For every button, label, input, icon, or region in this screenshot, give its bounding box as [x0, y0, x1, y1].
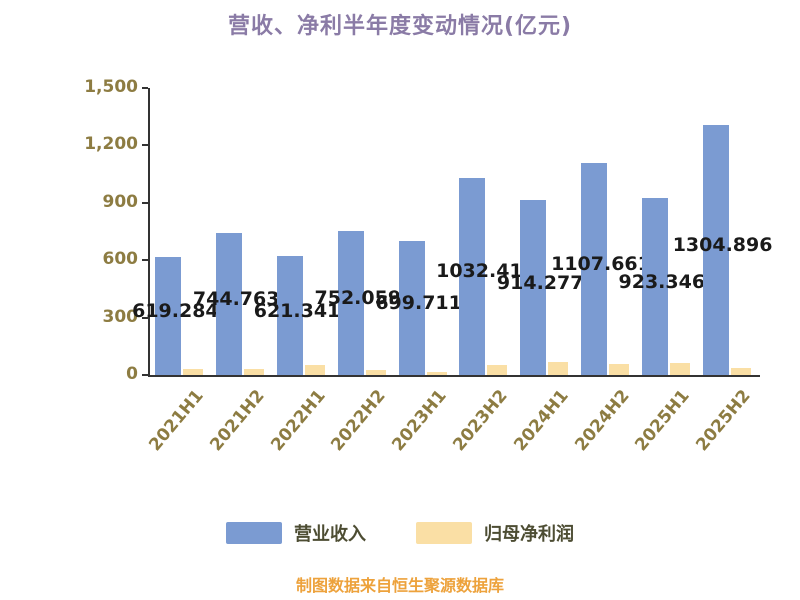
revenue-legend-swatch [226, 522, 282, 544]
revenue-bar [641, 198, 668, 375]
y-tick-mark [142, 87, 148, 89]
value-label: 744.763 [192, 287, 280, 310]
y-tick-mark [142, 144, 148, 147]
chart-title: 营收、净利半年度变动情况(亿元) [227, 14, 573, 39]
profit-bar [609, 363, 629, 375]
legend-label: 归母净利润 [484, 524, 574, 545]
y-tick-label: 900 [102, 191, 139, 212]
x-axis-line [148, 375, 760, 377]
x-tick-label: 2023H2 [449, 386, 512, 456]
x-tick-label: 2024H1 [510, 386, 573, 456]
revenue-bar [155, 256, 182, 375]
legend-item: 归母净利润 [416, 520, 574, 546]
profit-bar [548, 362, 569, 375]
revenue-bar [702, 125, 729, 375]
y-tick-label: 300 [102, 306, 139, 327]
value-label: 752.059 [314, 287, 402, 310]
profit-legend-swatch [416, 522, 472, 544]
y-axis-line [148, 88, 150, 377]
y-tick-mark [142, 316, 148, 319]
x-tick-label: 2021H1 [145, 386, 208, 456]
y-tick-label: 0 [126, 364, 138, 384]
revenue-bar [520, 200, 547, 375]
x-tick-label: 2022H1 [266, 386, 330, 456]
value-label: 923.346 [618, 270, 706, 293]
x-tick-label: 2021H2 [206, 386, 269, 456]
source-note: 制图数据来自恒生聚源数据库 [295, 576, 504, 595]
profit-bar [730, 367, 751, 375]
y-tick-label: 1,200 [84, 134, 138, 155]
value-label: 914.277 [496, 271, 584, 294]
revenue-bar [581, 163, 607, 375]
y-tick-mark [142, 201, 148, 204]
x-tick-label: 2025H1 [631, 386, 695, 456]
x-tick-label: 2025H2 [692, 386, 755, 456]
profit-bar [183, 368, 204, 375]
value-label: 699.711 [375, 292, 462, 315]
profit-bar [487, 364, 508, 375]
y-tick-label: 1,500 [84, 77, 138, 97]
x-tick-label: 2023H1 [388, 386, 451, 456]
value-label: 619.284 [132, 299, 219, 322]
value-label: 621.341 [253, 299, 341, 322]
value-label: 1304.896 [672, 234, 773, 257]
y-tick-label: 600 [102, 249, 139, 270]
profit-bar [426, 371, 447, 375]
profit-bar [669, 362, 690, 375]
x-tick-label: 2022H2 [327, 386, 391, 456]
profit-bar [365, 370, 386, 375]
value-label: 1107.661 [551, 253, 651, 275]
profit-bar [305, 364, 325, 375]
legend: 营业收入 归母净利润 [0, 520, 800, 546]
y-tick-mark [142, 259, 148, 262]
legend-item: 营业收入 [226, 520, 366, 546]
x-tick-label: 2024H2 [570, 386, 634, 456]
value-label: 1032.41 [436, 260, 523, 283]
revenue-bar [216, 232, 243, 375]
y-tick-mark [142, 374, 148, 376]
profit-bar [244, 369, 265, 375]
revenue-bar [398, 241, 425, 375]
revenue-bar [277, 256, 303, 375]
revenue-bar [337, 231, 364, 375]
revenue-bar [459, 177, 486, 375]
legend-label: 营业收入 [294, 524, 366, 545]
